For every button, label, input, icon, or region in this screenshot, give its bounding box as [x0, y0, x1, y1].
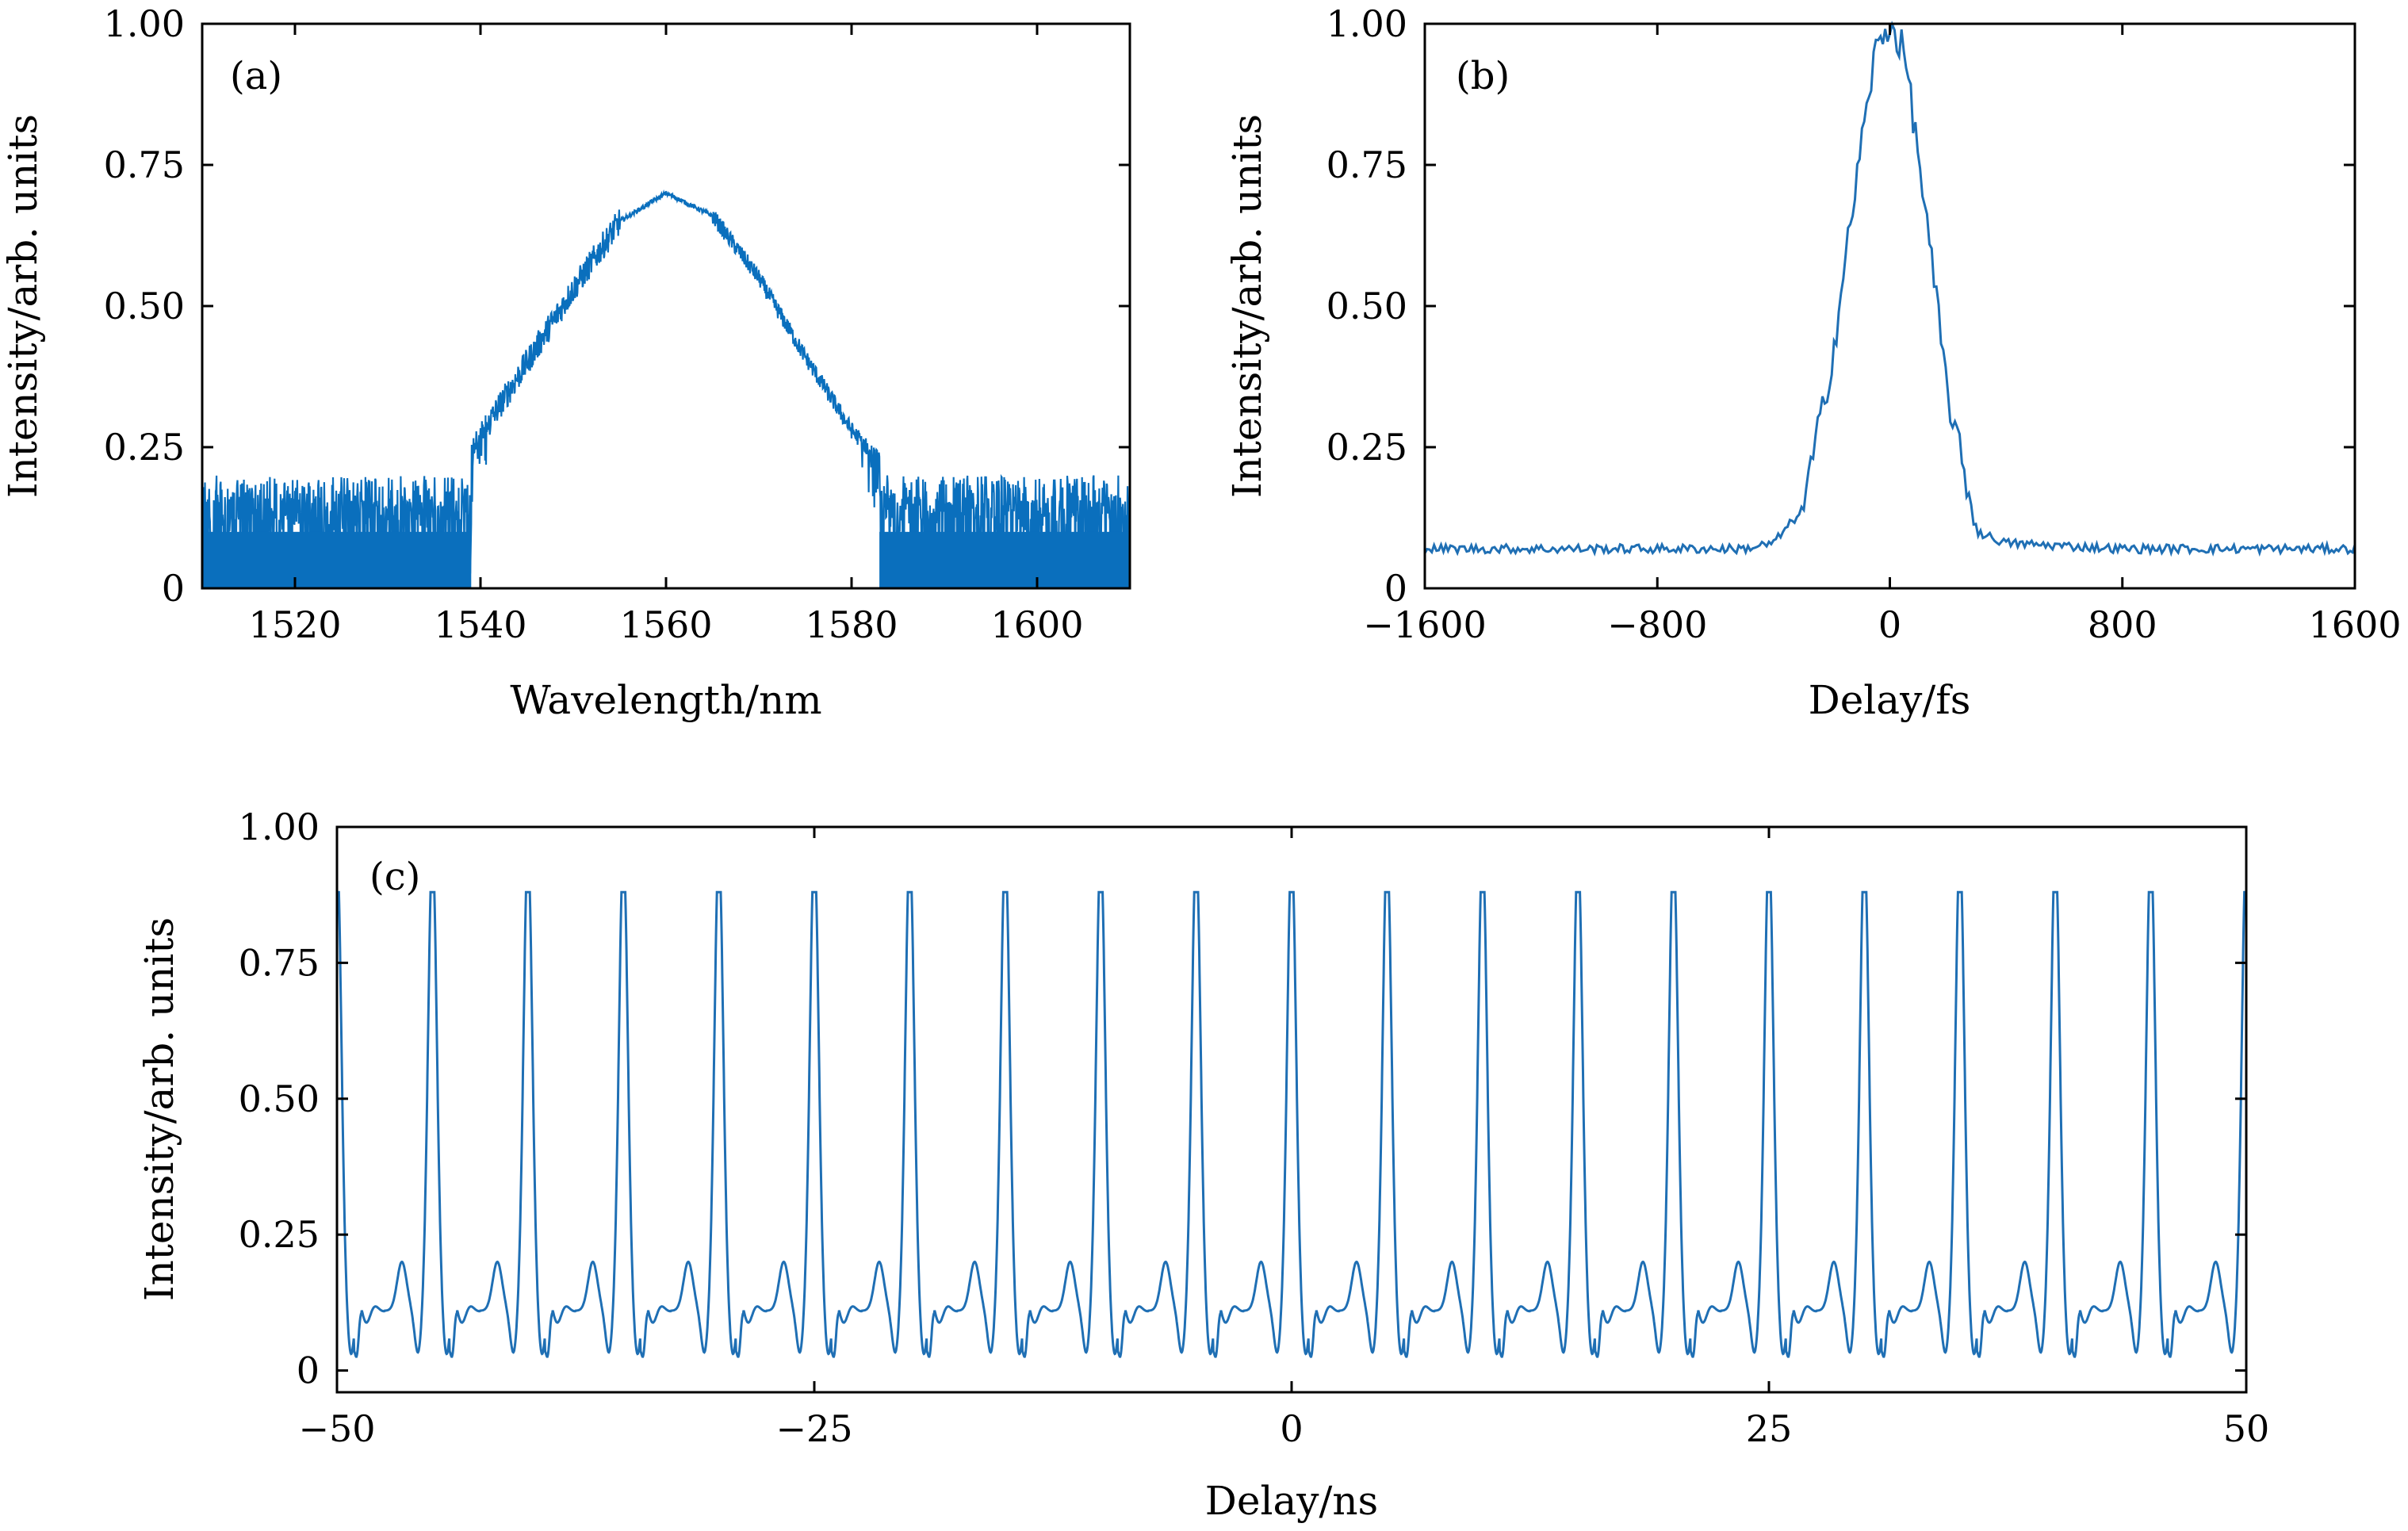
- panel-b-ytick-label: 0.50: [1327, 285, 1407, 327]
- panel-c-xtick-label: −25: [775, 1407, 852, 1450]
- panel-c-ytick-label: 0: [297, 1349, 320, 1392]
- panel-c-xlabel: Delay/ns: [1205, 1478, 1378, 1524]
- panel-c-pulse-train-series: [337, 890, 2246, 1358]
- panel-b-plot-area: [1423, 20, 2356, 557]
- panel-b-tag: (b): [1456, 54, 1510, 98]
- panel-b-xtick-label: 800: [2088, 603, 2157, 646]
- panel-a-ytick-label: 1.00: [104, 2, 185, 45]
- panel-b-xlabel: Delay/fs: [1809, 677, 1971, 723]
- panel-b-ticks: −1600 −800 0 800 1600 0 0.25 0.50 0.75 1.00: [1327, 2, 2402, 646]
- panel-b-frame: [1423, 22, 2356, 590]
- panel-c-xtick-label: 50: [2223, 1407, 2270, 1450]
- panel-a-xtick-label: 1600: [990, 603, 1083, 646]
- panel-a-ytick-label: 0.75: [104, 144, 185, 186]
- panel-b-xtick-label: −800: [1607, 603, 1707, 646]
- panel-a-xtick-label: 1580: [805, 603, 898, 646]
- panel-b-autocorrelation-series: [1423, 20, 2356, 557]
- panel-a-ylabel: Intensity/arb. units: [0, 114, 46, 498]
- panel-c-plot-area: [337, 890, 2246, 1358]
- panel-a-xlabel: Wavelength/nm: [510, 677, 821, 723]
- panel-b-xtick-label: −1600: [1363, 603, 1487, 646]
- panel-c-xtick-label: 25: [1746, 1407, 1793, 1450]
- panel-a-ytick-label: 0: [162, 567, 185, 610]
- panel-a-ticks: 1520 1540 1560 1580 1600 0 0.25 0.50 0.75 1.00: [104, 2, 1130, 646]
- panel-c-ytick-label: 0.75: [239, 941, 320, 984]
- panel-c-frame: [335, 825, 2248, 1394]
- panel-b-ytick-label: 0.75: [1327, 144, 1407, 186]
- panel-c-xtick-label: −50: [298, 1407, 375, 1450]
- panel-c-tag: (c): [369, 855, 420, 899]
- panel-a-plot-area: [201, 189, 1131, 590]
- panel-a-spectrum-series: [201, 189, 1131, 590]
- panel-c-ytick-label: 0.25: [239, 1213, 320, 1256]
- panel-b: −1600 −800 0 800 1600 0 0.25 0.50 0.75 1.00 (b) D…: [1224, 2, 2402, 723]
- panel-b-ylabel: Intensity/arb. units: [1224, 114, 1270, 498]
- panel-a-tag: (a): [230, 54, 282, 98]
- panel-a-noise-band: [202, 531, 472, 588]
- panel-c-ytick-label: 1.00: [239, 806, 320, 848]
- panel-a-ytick-label: 0.50: [104, 285, 185, 327]
- panel-b-ytick-label: 1.00: [1327, 2, 1407, 45]
- panel-b-xtick-label: 0: [1878, 603, 1901, 646]
- panel-a: 1520 1540 1560 1580 1600 0 0.25 0.50 0.75 1.00 (a…: [0, 2, 1131, 723]
- panel-c-ytick-label: 0.50: [239, 1077, 320, 1120]
- panel-a-xtick-label: 1520: [248, 603, 341, 646]
- panel-c: −50 −25 0 25 50 0 0.25 0.50 0.75 1.00 (c) Delay/n…: [136, 806, 2269, 1524]
- panel-c-ticks: −50 −25 0 25 50 0 0.25 0.50 0.75 1.00: [239, 806, 2270, 1450]
- panel-c-xtick-label: 0: [1280, 1407, 1303, 1450]
- panel-b-ytick-label: 0.25: [1327, 426, 1407, 469]
- panel-a-xtick-label: 1540: [434, 603, 526, 646]
- panel-a-ytick-label: 0.25: [104, 426, 185, 469]
- panel-b-ytick-label: 0: [1384, 567, 1407, 610]
- panel-a-xtick-label: 1560: [619, 603, 712, 646]
- panel-a-noise-band: [879, 531, 1130, 588]
- panel-b-xtick-label: 1600: [2308, 603, 2401, 646]
- panel-c-ylabel: Intensity/arb. units: [136, 917, 182, 1301]
